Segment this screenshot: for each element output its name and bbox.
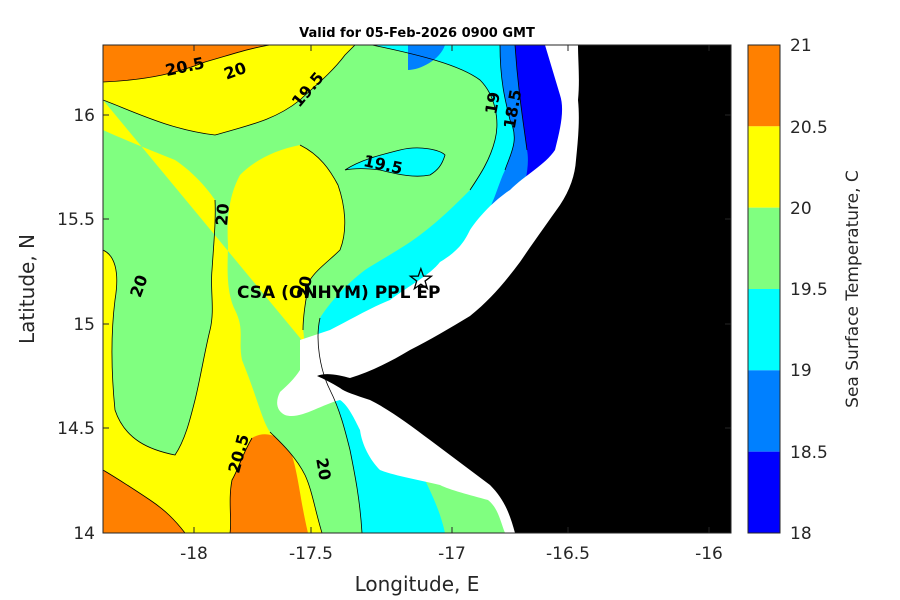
colorbar-tick-label: 18.5 xyxy=(790,443,828,463)
contour-label: 20 xyxy=(312,456,335,481)
contour-label: 19 xyxy=(481,90,504,115)
x-axis-label: Longitude, E xyxy=(355,572,480,596)
colorbar-bin xyxy=(748,45,780,127)
x-tick-label: -16 xyxy=(695,544,723,564)
y-axis-label: Latitude, N xyxy=(15,234,39,344)
x-axis: -18 -17.5 -17 -16.5 -16 Longitude, E xyxy=(180,45,723,596)
colorbar-label: Sea Surface Temperature, C xyxy=(843,170,863,408)
star-icon xyxy=(408,266,434,291)
y-axis: 14 14.5 15 15.5 16 Latitude, N xyxy=(15,106,731,544)
plot-frame xyxy=(102,44,732,534)
y-tick-label: 14.5 xyxy=(57,419,95,439)
contour-lines xyxy=(103,45,528,533)
map-plot-area: 20.5 20 19.5 19.5 19 18.5 20 20 20 20.5 … xyxy=(103,45,731,533)
colorbar-ticks: 21 20.5 20 19.5 19 18.5 18 xyxy=(790,36,828,544)
y-tick-label: 16 xyxy=(73,106,95,126)
colorbar-tick-label: 21 xyxy=(790,36,812,56)
colorbar-tick-label: 18 xyxy=(790,524,812,544)
colorbar-tick-label: 19 xyxy=(790,361,812,381)
colorbar-bin xyxy=(748,370,780,452)
x-tick-label: -17.5 xyxy=(289,544,333,564)
contour-label: 20 xyxy=(293,274,316,299)
y-tick-label: 15.5 xyxy=(57,210,95,230)
colorbar-bin xyxy=(748,207,780,289)
colorbar-frame xyxy=(747,44,781,534)
colorbar: 21 20.5 20 19.5 19 18.5 18 Sea Surface T… xyxy=(747,36,863,544)
colorbar-bin xyxy=(748,289,780,371)
colorbar-bin xyxy=(748,126,780,208)
y-tick-label: 15 xyxy=(73,315,95,335)
map-title: Valid for 05-Feb-2026 0900 GMT xyxy=(299,26,535,41)
x-tick-label: -18 xyxy=(180,544,208,564)
station-label: CSA (ONHYM) PPL EP xyxy=(237,283,440,303)
land-mask xyxy=(317,45,731,533)
colorbar-tick-label: 19.5 xyxy=(790,280,828,300)
colorbar-bin xyxy=(748,451,780,533)
x-tick-label: -16.5 xyxy=(546,544,590,564)
contour-label: 20 xyxy=(212,203,233,227)
colorbar-tick-label: 20.5 xyxy=(790,118,828,138)
colorbar-tick-label: 20 xyxy=(790,199,812,219)
x-tick-label: -17 xyxy=(438,544,466,564)
y-tick-label: 14 xyxy=(73,524,95,544)
